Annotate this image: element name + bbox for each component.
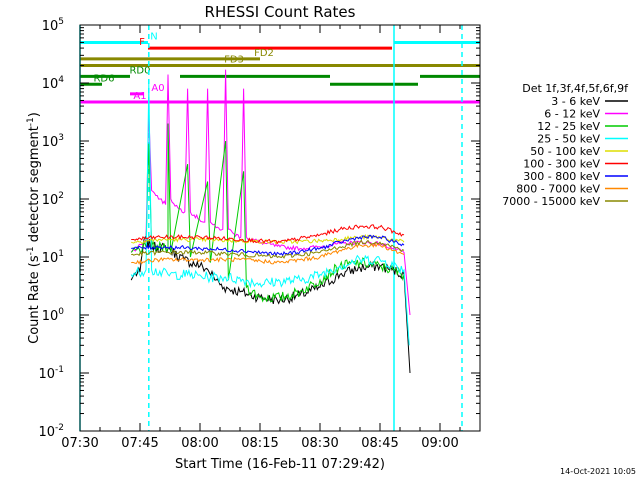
flag-label-n: N (150, 31, 157, 42)
axes: 07:30 07:45 08:00 08:15 08:30 08:45 09:00 10-2 1… (38, 17, 481, 451)
x-tick-label: 07:30 (61, 436, 98, 451)
series-line-6 (131, 224, 405, 245)
legend-entry-label: 100 - 300 keV (523, 158, 600, 171)
flag-label-a0: A0 (151, 83, 164, 94)
x-tick-label: 08:15 (241, 436, 278, 451)
y-tick-label: 101 (42, 249, 64, 266)
legend-entry-label: 300 - 800 keV (523, 170, 600, 183)
x-tick-label: 08:30 (301, 436, 338, 451)
y-tick-label: 10-1 (38, 365, 64, 382)
y-tick-label: 100 (42, 307, 65, 324)
series-line-7 (131, 234, 405, 258)
data-series (130, 69, 411, 374)
y-tick-label: 104 (42, 75, 65, 92)
legend-entry-label: 800 - 7000 keV (516, 183, 600, 196)
timestamp: 14-Oct-2021 10:05 (560, 467, 636, 476)
y-tick-label: 103 (42, 133, 64, 150)
flag-label-rd0: RD0 (129, 65, 150, 76)
legend-title: Det 1f,3f,4f,5f,6f,9f (522, 82, 629, 95)
x-axis-label: Start Time (16-Feb-11 07:29:42) (175, 457, 385, 472)
flag-bars: NF FD2 FD3 RD0 RD6 A0 A1 (80, 31, 480, 104)
flag-label-rd6: RD6 (93, 73, 114, 84)
flag-label-fd2: FD2 (254, 48, 274, 59)
legend-entry-label: 6 - 12 keV (544, 108, 600, 121)
y-tick-label: 10-2 (38, 423, 64, 440)
x-tick-label: 07:45 (121, 436, 158, 451)
series-line-9 (131, 239, 405, 259)
x-tick-label: 08:00 (181, 436, 218, 451)
chart-title: RHESSI Count Rates (205, 3, 356, 21)
series-line-4 (130, 82, 410, 346)
legend-entry-label: 12 - 25 keV (537, 120, 600, 133)
x-tick-label: 09:00 (421, 436, 458, 451)
y-axis-label: Count Rate (s-1 detector segment-1) (26, 112, 42, 344)
legend-entry-label: 50 - 100 keV (530, 145, 600, 158)
series-line-3 (130, 123, 405, 303)
flag-label-a1: A1 (133, 91, 146, 102)
flag-label-fd3: FD3 (224, 55, 244, 66)
y-tick-label: 105 (42, 17, 64, 34)
y-tick-label: 102 (42, 191, 64, 208)
legend-entry-label: 3 - 6 keV (551, 95, 600, 108)
legend-entry-label: 7000 - 15000 keV (502, 195, 600, 208)
flag-label-f: F (139, 37, 145, 48)
legend-entry-label: 25 - 50 keV (537, 133, 600, 146)
x-tick-label: 08:45 (361, 436, 398, 451)
